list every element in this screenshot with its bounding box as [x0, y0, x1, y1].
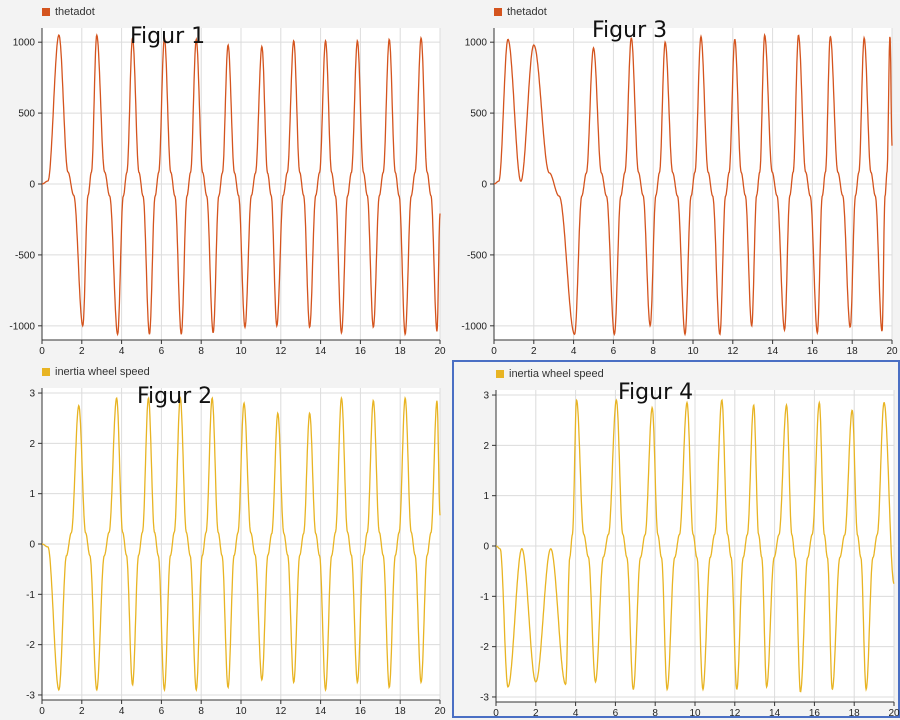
chart-svg[interactable]: 0 2 4 6 8 10 12 14 16 18 20 1000 500 0 -500 -1000 [452, 0, 900, 358]
x-tick-label: 6 [611, 346, 617, 357]
y-tick-label: 1 [29, 489, 35, 500]
legend-swatch [496, 370, 504, 378]
legend-label: thetadot [507, 6, 547, 18]
series-line [493, 32, 893, 337]
chart-legend[interactable]: thetadot [494, 6, 547, 18]
series-line [42, 33, 441, 337]
figure-label: Figur 1 [130, 24, 206, 49]
x-tick-label: 16 [807, 346, 819, 357]
x-tick-label: 12 [275, 346, 287, 357]
y-tick-label: -2 [480, 642, 489, 653]
x-tick-label: 14 [767, 346, 779, 357]
x-tick-label: 4 [119, 706, 125, 717]
y-tick-label: 3 [483, 391, 489, 402]
y-tick-label: 1000 [465, 38, 488, 49]
x-tick-label: 10 [235, 346, 247, 357]
x-tick-label: 12 [727, 346, 739, 357]
x-tick-label: 18 [395, 706, 407, 717]
x-tick-label: 18 [847, 346, 859, 357]
legend-label: inertia wheel speed [509, 368, 604, 380]
x-tick-label: 4 [571, 346, 577, 357]
y-tick-label: -1000 [461, 321, 487, 332]
y-tick-label: -1 [480, 592, 489, 603]
chart-legend[interactable]: thetadot [42, 6, 95, 18]
y-tick-label: 3 [29, 389, 35, 400]
y-tick-label: -3 [26, 690, 35, 701]
y-tick-label: 1 [483, 491, 489, 502]
legend-swatch [42, 8, 50, 16]
x-tick-label: 8 [198, 346, 204, 357]
x-tick-label: 8 [650, 346, 656, 357]
chart-svg[interactable]: 0 2 4 6 8 10 12 14 16 18 20 1000 500 0 -500 -1000 [0, 0, 448, 358]
x-tick-label: 4 [119, 346, 125, 357]
y-tick-label: -500 [467, 250, 487, 261]
x-tick-label: 8 [652, 708, 658, 719]
x-tick-label: 0 [491, 346, 497, 357]
x-tick-label: 0 [39, 706, 45, 717]
x-tick-label: 10 [235, 706, 247, 717]
figure-label: Figur 3 [592, 18, 668, 43]
x-tick-label: 6 [159, 706, 165, 717]
x-tick-label: 16 [809, 708, 821, 719]
figure-label: Figur 2 [137, 384, 213, 409]
x-tick-label: 20 [434, 346, 446, 357]
x-tick-label: 8 [198, 706, 204, 717]
x-tick-label: 0 [39, 346, 45, 357]
chart-panel-speed-2: inertia wheel speed 0 2 4 6 8 10 12 14 16 18 20 3 2 1… [0, 360, 448, 718]
x-tick-label: 2 [533, 708, 539, 719]
chart-panel-thetadot-3: thetadot 0 2 4 6 8 10 12 14 16 18 20 1000 500 0 -500 -1… [452, 0, 900, 358]
x-tick-label: 14 [769, 708, 781, 719]
x-tick-label: 2 [79, 346, 85, 357]
x-tick-label: 14 [315, 346, 327, 357]
y-tick-label: -1 [26, 590, 35, 601]
legend-label: inertia wheel speed [55, 366, 150, 378]
x-tick-label: 6 [159, 346, 165, 357]
y-tick-label: 500 [470, 109, 487, 120]
y-tick-label: 1000 [13, 38, 36, 49]
legend-swatch [494, 8, 502, 16]
y-tick-label: -3 [480, 692, 489, 703]
x-tick-label: 20 [886, 346, 898, 357]
y-tick-label: -2 [26, 640, 35, 651]
x-tick-label: 10 [689, 708, 701, 719]
chart-legend[interactable]: inertia wheel speed [496, 368, 604, 380]
legend-swatch [42, 368, 50, 376]
figure-label: Figur 4 [618, 380, 694, 405]
y-tick-label: -500 [15, 250, 35, 261]
x-tick-label: 20 [434, 706, 446, 717]
x-tick-label: 0 [493, 708, 499, 719]
series-line [495, 398, 895, 693]
x-tick-label: 12 [729, 708, 741, 719]
y-tick-label: 2 [483, 441, 489, 452]
x-tick-label: 4 [573, 708, 579, 719]
y-tick-label: 500 [18, 109, 35, 120]
y-tick-label: -1000 [9, 321, 35, 332]
x-tick-label: 16 [355, 346, 367, 357]
y-tick-label: 2 [29, 439, 35, 450]
series-line [42, 396, 441, 693]
chart-panel-speed-4: inertia wheel speed 0 2 4 6 8 10 12 14 16 18 20 3 2 1… [452, 360, 900, 720]
chart-panel-thetadot-1: thetadot 0 2 4 6 8 10 12 14 16 18 20 1000 500 0 -500 -1… [0, 0, 448, 358]
x-tick-label: 6 [613, 708, 619, 719]
y-tick-label: 0 [29, 540, 35, 551]
x-tick-label: 18 [395, 346, 407, 357]
x-tick-label: 12 [275, 706, 287, 717]
x-tick-label: 14 [315, 706, 327, 717]
y-tick-label: 0 [483, 542, 489, 553]
x-tick-label: 18 [849, 708, 861, 719]
y-tick-label: 0 [481, 180, 487, 191]
x-tick-label: 2 [531, 346, 537, 357]
legend-label: thetadot [55, 6, 95, 18]
x-tick-label: 10 [687, 346, 699, 357]
chart-legend[interactable]: inertia wheel speed [42, 366, 150, 378]
x-tick-label: 20 [888, 708, 900, 719]
x-tick-label: 2 [79, 706, 85, 717]
x-tick-label: 16 [355, 706, 367, 717]
y-tick-label: 0 [29, 180, 35, 191]
